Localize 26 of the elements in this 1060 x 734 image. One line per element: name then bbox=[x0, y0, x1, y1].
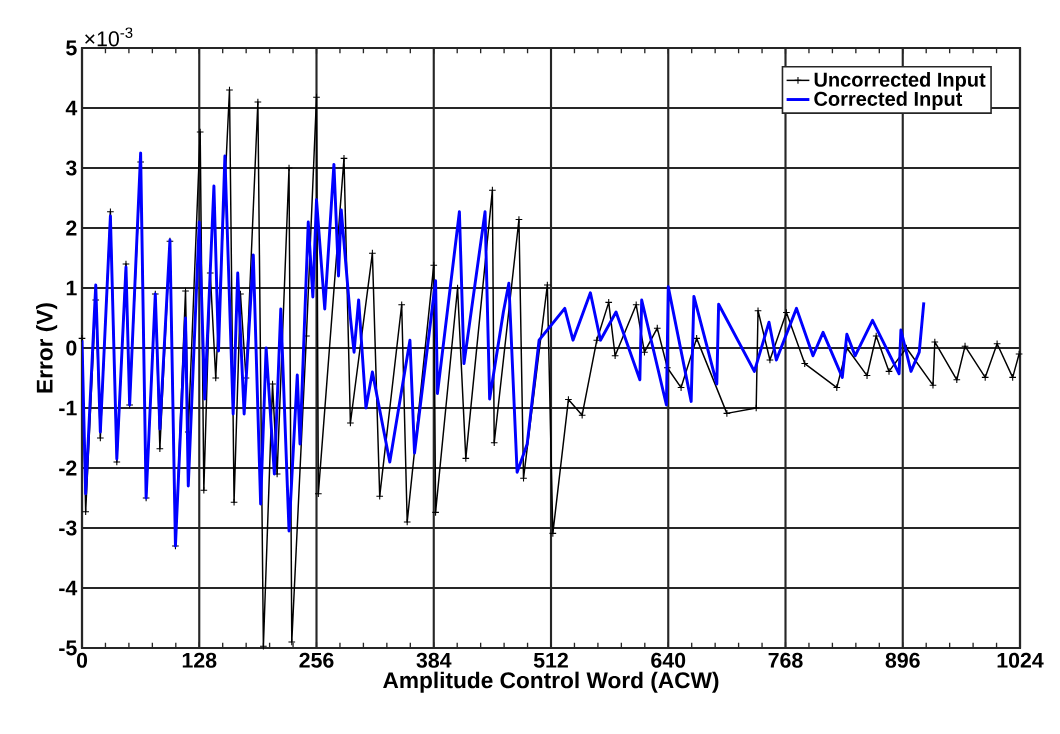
x-tick-label: 640 bbox=[651, 652, 686, 668]
y-tick-label: 1 bbox=[66, 280, 77, 296]
legend-label: Uncorrected Input bbox=[814, 72, 986, 91]
y-tick-label: 0 bbox=[66, 340, 77, 356]
y-tick-label: 3 bbox=[65, 160, 77, 176]
y-tick-label: 2 bbox=[66, 220, 77, 236]
line-series bbox=[82, 151, 926, 548]
y-tick-label: -4 bbox=[59, 580, 78, 596]
text: ×10$^{-3}$ bbox=[85, 27, 133, 47]
y-tick-label: -5 bbox=[59, 640, 77, 656]
x-tick-label: 768 bbox=[768, 652, 803, 668]
x-tick-label: 256 bbox=[299, 652, 334, 668]
x-tick-label: 512 bbox=[533, 652, 568, 668]
x-axis-title: Amplitude Control Word (ACW) bbox=[383, 671, 719, 693]
y-tick-label: 4 bbox=[65, 100, 78, 116]
x-tick-label: 384 bbox=[416, 652, 452, 668]
y-tick-label: -3 bbox=[59, 520, 77, 536]
legend-label: Corrected Input bbox=[814, 91, 963, 110]
x-tick-label: 0 bbox=[76, 652, 88, 668]
x-tick-label: 896 bbox=[885, 652, 920, 668]
y-tick-label: -2 bbox=[59, 460, 77, 476]
y-tick-label: 5 bbox=[66, 40, 77, 56]
y-axis-title: Error (V) bbox=[36, 303, 58, 393]
x-tick-label: 128 bbox=[182, 652, 217, 668]
y-tick-label: -1 bbox=[59, 400, 77, 416]
x-tick-label: 1024 bbox=[997, 652, 1044, 668]
